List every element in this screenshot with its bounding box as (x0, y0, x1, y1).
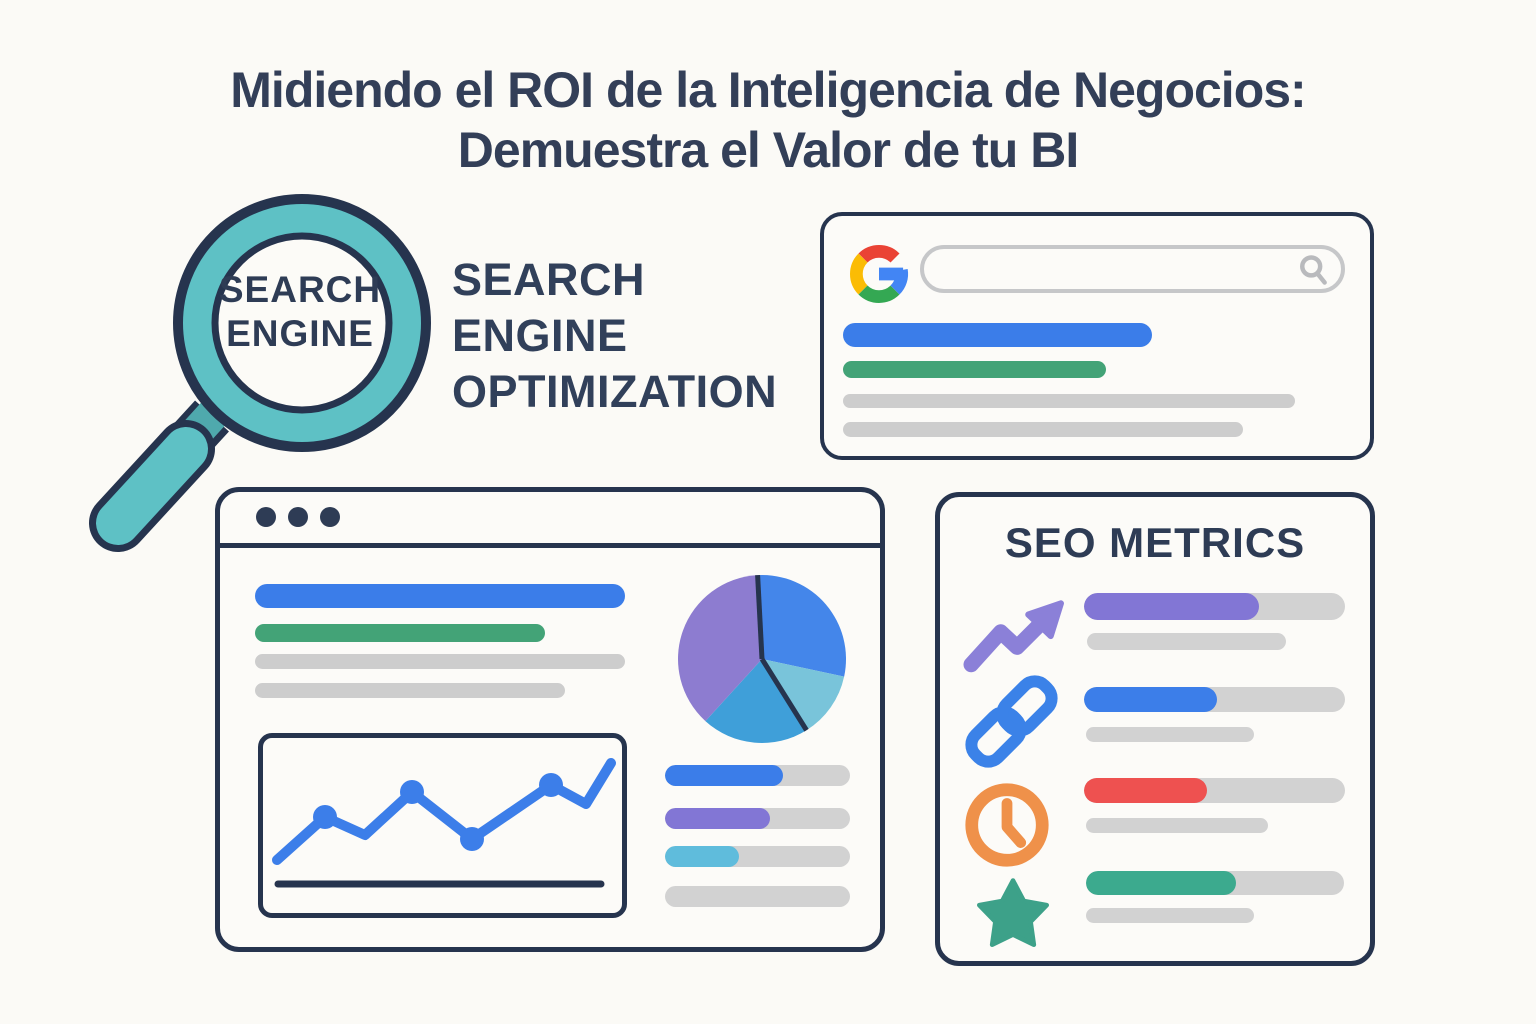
google-search-input[interactable] (920, 245, 1345, 293)
page-title-line2: Demuestra el Valor de tu BI (457, 122, 1079, 178)
clock-icon (965, 783, 1049, 867)
metric-sub-bar (1086, 908, 1254, 923)
result-url-bar (843, 361, 1106, 378)
search-result-bars (843, 323, 1295, 437)
search-icon (1300, 255, 1327, 285)
text-bar (255, 654, 625, 669)
result-text-bar (843, 394, 1295, 408)
window-control-dot[interactable] (288, 507, 308, 527)
seo-caption-line2: ENGINE (452, 310, 628, 361)
magnifying-glass-illustration: SEARCH ENGINE (89, 194, 431, 552)
metric-bar-fill (1084, 778, 1207, 803)
data-point (400, 780, 424, 804)
progress-fill (665, 765, 784, 786)
metric-bar-fill (1084, 593, 1259, 620)
metric-sub-bar (1086, 727, 1254, 742)
mini-progress-empty (665, 886, 850, 907)
metric-bar-track (1084, 778, 1345, 803)
pie-segment-steel-blue (705, 659, 807, 743)
trend-up-arrow-icon (963, 600, 1064, 673)
text-bar (255, 683, 565, 698)
window-control-dot[interactable] (320, 507, 340, 527)
result-title-bar (843, 323, 1152, 347)
star-icon (977, 878, 1049, 948)
google-search-card (820, 212, 1374, 460)
pie-segment-blue (757, 575, 847, 677)
mini-progress-bars (665, 765, 850, 907)
pie-divider (759, 657, 809, 732)
seo-caption: SEARCH ENGINE OPTIMIZATION (452, 252, 777, 420)
google-logo-icon (850, 245, 909, 303)
mini-progress-purple (665, 808, 850, 829)
window-control-dot[interactable] (256, 507, 276, 527)
mini-progress-blue (665, 765, 850, 786)
line-chart (272, 758, 616, 888)
lens-label-line1: SEARCH (219, 269, 381, 310)
pie-divider (755, 574, 765, 660)
magnifier-lens (211, 232, 393, 414)
magnifier-handle (96, 427, 208, 545)
result-text-bar (843, 422, 1243, 437)
data-point (460, 827, 484, 851)
heading-bar (255, 584, 625, 608)
link-chain-icon (965, 675, 1058, 768)
seo-caption-line3: OPTIMIZATION (452, 366, 778, 417)
page-text-bars (255, 584, 625, 698)
page-title-line1: Midiendo el ROI de la Inteligencia de Ne… (230, 62, 1306, 118)
pie-chart (678, 574, 847, 743)
metric-bar-fill (1084, 687, 1218, 712)
metric-bar-fill (1086, 871, 1236, 895)
mini-progress-sky (665, 846, 850, 867)
seo-caption-line1: SEARCH (452, 254, 646, 305)
page-title: Midiendo el ROI de la Inteligencia de Ne… (0, 60, 1536, 180)
data-point (539, 773, 563, 797)
data-point (313, 805, 337, 829)
metric-bar-track (1084, 687, 1345, 712)
browser-window-header (220, 492, 880, 548)
seo-metrics-card: SEO METRICS (935, 492, 1375, 966)
pie-segment-purple (678, 575, 762, 722)
metric-sub-bar (1087, 633, 1286, 650)
metric-bar-track (1086, 871, 1344, 895)
metric-sub-bar (1086, 818, 1268, 833)
pie-segment-light-teal (762, 659, 845, 731)
metric-bar-track (1084, 593, 1345, 620)
subheading-bar (255, 624, 545, 642)
seo-card-title: SEO METRICS (1004, 519, 1306, 566)
progress-fill (665, 846, 739, 867)
progress-fill (665, 808, 771, 829)
lens-label-line2: ENGINE (226, 313, 374, 354)
browser-window (215, 487, 885, 952)
line-chart-panel (258, 733, 627, 918)
